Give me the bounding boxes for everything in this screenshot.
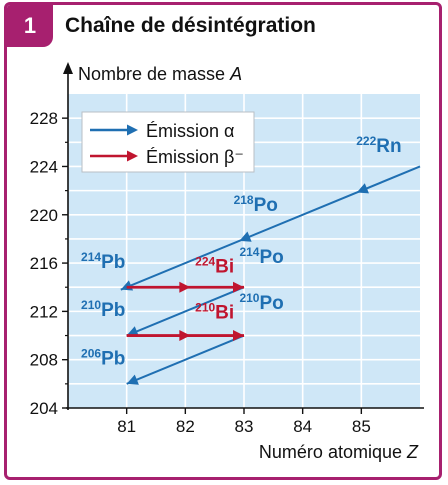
isotope-label-206-pb: 206Pb xyxy=(81,347,125,370)
series-arrowhead-beta-3 xyxy=(233,281,244,293)
figure-header: 1 Chaîne de désintégration xyxy=(7,5,439,47)
x-axis-label: Numéro atomique Z xyxy=(259,442,419,462)
y-tick-label: 228 xyxy=(30,109,58,128)
isotope-label-214-po: 214Po xyxy=(239,245,283,268)
legend-arrowhead-alpha xyxy=(127,124,138,136)
isotope-label-210-pb: 210Pb xyxy=(81,298,125,321)
y-tick-label: 212 xyxy=(30,302,58,321)
figure-number-badge: 1 xyxy=(7,5,53,47)
figure-title: Chaîne de désintégration xyxy=(65,14,316,37)
x-tick-label: 84 xyxy=(293,417,312,436)
x-tick-label: 85 xyxy=(352,417,371,436)
legend-label-alpha: Émission α xyxy=(146,121,234,141)
series-mid-arrow-beta-3 xyxy=(179,281,191,293)
series-mid-arrow-alpha-0 xyxy=(239,231,252,242)
series-line-alpha-0 xyxy=(120,165,421,291)
y-tick-label: 208 xyxy=(30,351,58,370)
series-mid-arrow-alpha-0 xyxy=(356,183,369,194)
isotope-label-210-bi: 210Bi xyxy=(195,301,234,324)
legend-label-beta: Émission β⁻ xyxy=(146,147,244,167)
series-arrowhead-alpha-1 xyxy=(126,326,139,337)
y-axis-arrowhead xyxy=(63,62,73,74)
isotope-label-224-bi: 224Bi xyxy=(195,255,234,278)
series-arrowhead-beta-4 xyxy=(233,330,244,342)
legend-arrowhead-beta xyxy=(127,150,138,162)
y-axis-label: Nombre de masse A xyxy=(78,64,242,84)
isotope-label-214-pb: 214Pb xyxy=(81,250,125,273)
series-line-alpha-1 xyxy=(126,286,245,337)
series-mid-arrow-beta-4 xyxy=(179,330,191,342)
y-tick-label: 224 xyxy=(30,157,58,176)
legend-box xyxy=(81,111,255,173)
y-tick-label: 220 xyxy=(30,206,58,225)
y-tick-label: 204 xyxy=(30,399,58,418)
isotope-label-210-po: 210Po xyxy=(239,291,283,314)
series-line-alpha-2 xyxy=(126,334,245,385)
isotope-label-222-rn: 222Rn xyxy=(356,134,401,157)
isotope-label-218-po: 218Po xyxy=(234,193,278,216)
y-tick-label: 216 xyxy=(30,254,58,273)
x-tick-label: 81 xyxy=(117,417,136,436)
x-tick-label: 82 xyxy=(176,417,195,436)
series-arrowhead-alpha-2 xyxy=(126,374,139,385)
x-tick-label: 83 xyxy=(235,417,254,436)
